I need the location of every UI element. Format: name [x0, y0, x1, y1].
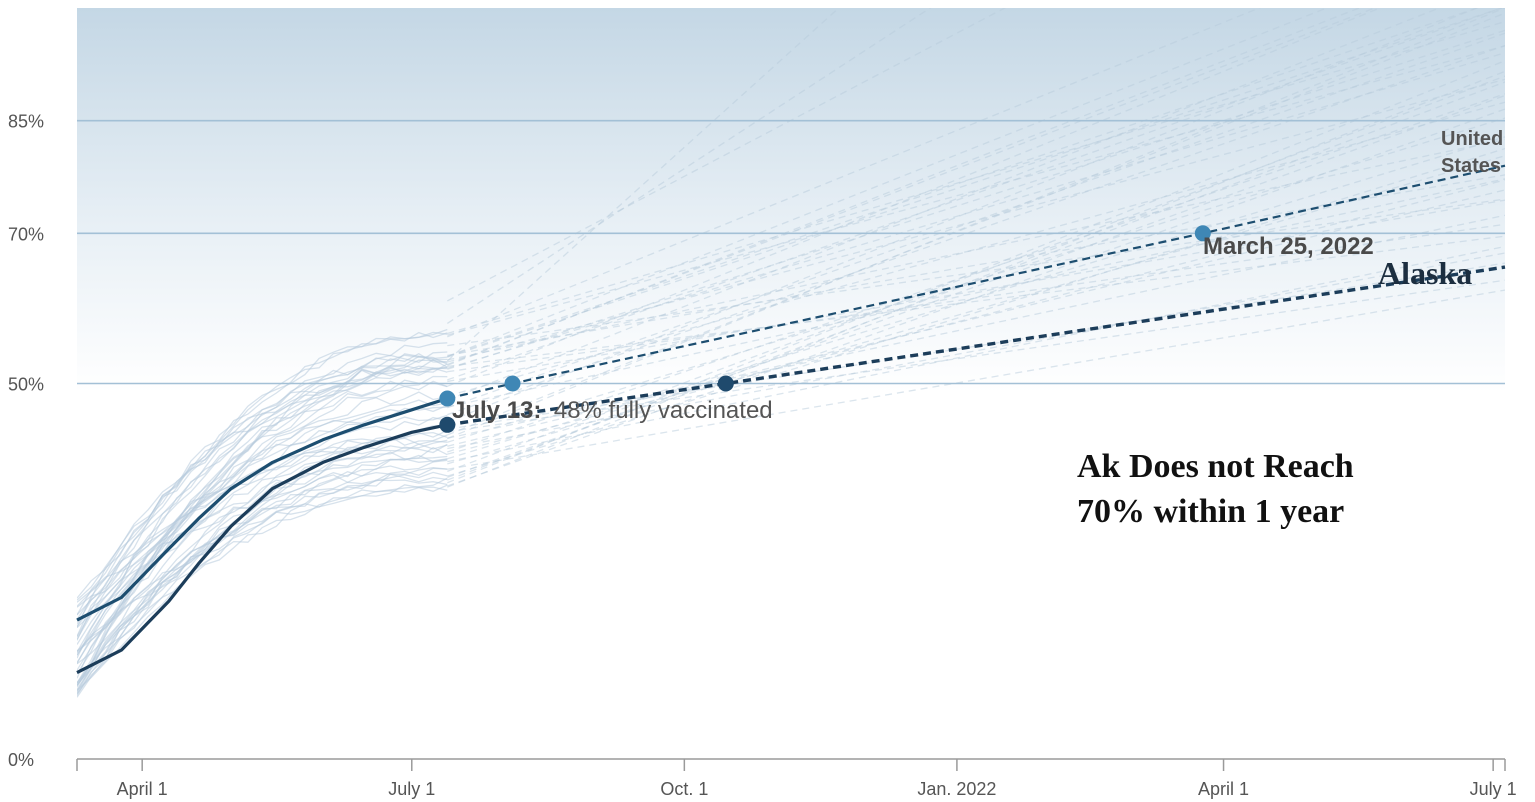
y-tick-label: 50%: [8, 375, 44, 395]
state-projection-line: [447, 29, 1505, 370]
state-line: [77, 404, 448, 645]
y-tick-label: 70%: [8, 224, 44, 244]
state-projection-line: [447, 117, 1505, 443]
state-projection-line: [447, 8, 1504, 381]
state-projection-line: [447, 52, 1505, 369]
state-projection-line: [447, 101, 1505, 397]
x-tick-label: July 1: [388, 779, 435, 799]
state-line: [77, 443, 448, 694]
state-line: [77, 459, 448, 686]
state-projection-line: [447, 8, 1504, 358]
state-line: [77, 354, 448, 620]
state-line: [77, 380, 448, 671]
state-projection-line: [447, 70, 1505, 488]
note-line2: 70% within 1 year: [1077, 493, 1344, 530]
annotation-july13: July 13: 48% fully vaccinated: [452, 397, 773, 424]
state-projection-line: [447, 45, 1505, 336]
annotation-july13-bold: July 13:: [452, 397, 541, 424]
background-band: [77, 8, 1505, 393]
us-projection-line: [447, 164, 1506, 400]
markers-group: [439, 225, 1211, 433]
state-line: [77, 406, 448, 687]
annotation-july13-rest: 48% fully vaccinated: [554, 397, 773, 424]
state-projection-line: [447, 12, 1505, 436]
state-line: [77, 365, 448, 599]
x-axis: April 1 July 1 Oct. 1 Jan. 2022 April 1 July …: [76, 758, 1517, 799]
state-projection-line: [447, 214, 1505, 439]
state-projection-line: [447, 8, 1382, 387]
state-line: [77, 434, 448, 603]
state-projection-line: [447, 199, 1505, 383]
state-projection-line: [447, 179, 1505, 455]
state-projection-line: [447, 8, 1329, 358]
y-axis: 85% 70% 50% 0%: [8, 112, 44, 770]
state-line: [77, 458, 448, 690]
annotation-march25: March 25, 2022: [1203, 233, 1374, 260]
us-marker: [1194, 225, 1211, 242]
state-projection-line: [447, 78, 1505, 363]
state-projection-line: [447, 279, 1505, 433]
state-projection-line: [447, 21, 1505, 335]
note-line1: Ak Does not Reach: [1077, 448, 1354, 485]
state-projection-line: [447, 155, 1505, 465]
state-projection-line: [447, 8, 1480, 357]
us-label-line1: United: [1441, 128, 1503, 150]
x-tick-label: Jan. 2022: [917, 779, 996, 799]
state-projection-line: [447, 93, 1505, 453]
state-projection-line: [447, 8, 1261, 338]
gridlines-group: [77, 119, 1505, 385]
state-projection-line: [447, 81, 1505, 481]
state-line: [77, 363, 448, 684]
state-line: [77, 446, 448, 696]
state-projection-line: [446, 8, 932, 324]
x-tick-label: April 1: [117, 779, 168, 799]
us-label-line2: States: [1441, 155, 1501, 177]
state-projection-line: [447, 136, 1505, 460]
y-tick-label: 85%: [8, 112, 44, 132]
state-line: [77, 484, 448, 656]
alaska-marker: [439, 416, 456, 433]
state-line: [77, 352, 448, 653]
alaska-projection-line: [447, 265, 1506, 427]
alaska-label: Alaska: [1378, 255, 1472, 291]
state-line: [77, 379, 448, 684]
state-projection-line: [447, 289, 1505, 470]
state-projection-line: [447, 147, 1505, 477]
state-projection-line: [447, 75, 1505, 472]
state-projection-line: [447, 44, 1505, 416]
state-line: [77, 414, 448, 629]
x-tick-label: July 1: [1470, 779, 1517, 799]
us-marker: [439, 390, 456, 407]
state-line: [77, 477, 448, 691]
state-line: [77, 351, 448, 616]
state-projection-line: [447, 8, 1441, 401]
series-group: [76, 164, 1506, 675]
state-line: [77, 454, 448, 684]
state-projection-line: [447, 60, 1505, 484]
state-projection-line: [447, 178, 1505, 408]
state-line: [77, 467, 448, 665]
y-tick-label: 0%: [8, 750, 34, 770]
state-projection-line: [447, 8, 1377, 366]
state-lines-group: [77, 8, 1505, 698]
state-projection-line: [447, 138, 1505, 361]
state-projection-line: [447, 8, 1505, 440]
state-line: [77, 331, 448, 628]
x-tick-label: Oct. 1: [660, 779, 708, 799]
state-line: [77, 479, 448, 654]
alaska-actual-line: [76, 423, 448, 675]
state-projection-line: [447, 94, 1505, 478]
us-marker: [504, 375, 521, 392]
state-projection-line: [447, 262, 1505, 430]
x-tick-label: April 1: [1198, 779, 1249, 799]
state-projection-line: [447, 235, 1505, 368]
state-line: [77, 331, 448, 637]
state-projection-line: [447, 8, 1361, 366]
alaska-marker: [717, 375, 734, 392]
state-projection-line: [447, 8, 1479, 423]
us-actual-line: [76, 396, 448, 622]
